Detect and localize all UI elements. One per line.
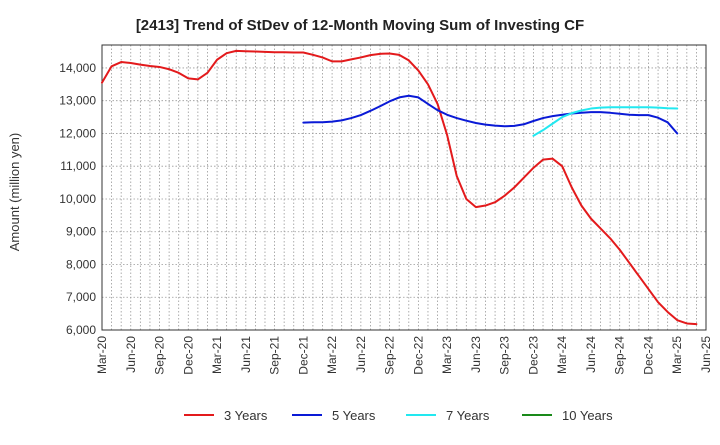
x-tick-label: Dec-22	[411, 336, 425, 375]
y-axis-label: Amount (million yen)	[7, 133, 22, 252]
y-tick-label: 7,000	[66, 290, 96, 304]
x-tick-label: Dec-24	[641, 336, 655, 375]
x-tick-label: Jun-25	[699, 336, 713, 373]
grid	[102, 45, 706, 331]
x-tick-label: Jun-23	[469, 336, 483, 373]
legend-label: 10 Years	[562, 408, 613, 423]
y-tick-label: 9,000	[66, 225, 96, 239]
legend-label: 5 Years	[332, 408, 376, 423]
y-tick-label: 8,000	[66, 257, 96, 271]
x-tick-label: Mar-23	[440, 336, 454, 374]
series-line-7-years	[532, 106, 679, 137]
x-tick-label: Jun-21	[239, 336, 253, 373]
x-tick-label: Jun-24	[584, 336, 598, 373]
legend: 3 Years 5 Years 7 Years 10 Years	[184, 408, 613, 423]
series-line-5-years	[302, 94, 679, 135]
y-tick-label: 6,000	[66, 323, 96, 337]
x-tick-label: Mar-20	[95, 336, 109, 374]
chart-title: [2413] Trend of StDev of 12-Month Moving…	[136, 17, 584, 34]
axes: 6,000 7,000 8,000 9,000 10,000 11,000 12,000 13…	[59, 44, 713, 375]
x-tick-label: Jun-20	[124, 336, 138, 373]
x-tick-label: Mar-25	[670, 336, 684, 374]
x-tick-label: Sep-24	[613, 336, 627, 375]
x-tick-label: Sep-20	[153, 336, 167, 375]
x-tick-label: Dec-23	[526, 336, 540, 375]
series-lines	[101, 49, 698, 326]
x-tick-label: Dec-20	[181, 336, 195, 375]
y-tick-label: 11,000	[60, 159, 96, 173]
x-tick-label: Sep-22	[383, 336, 397, 375]
y-tick-label: 10,000	[59, 192, 96, 206]
legend-label: 7 Years	[446, 408, 490, 423]
x-tick-label: Mar-24	[555, 336, 569, 374]
x-tick-label: Jun-22	[354, 336, 368, 373]
x-tick-label: Sep-21	[268, 336, 282, 375]
y-tick-label: 14,000	[59, 61, 96, 75]
y-tick-label: 12,000	[59, 126, 96, 140]
series-line-3-years	[101, 49, 698, 326]
legend-label: 3 Years	[224, 408, 268, 423]
x-tick-label: Mar-22	[325, 336, 339, 374]
x-tick-label: Mar-21	[210, 336, 224, 374]
x-tick-label: Dec-21	[296, 336, 310, 375]
y-tick-label: 13,000	[59, 94, 96, 108]
plot-frame	[101, 44, 707, 331]
x-tick-label: Sep-23	[498, 336, 512, 375]
